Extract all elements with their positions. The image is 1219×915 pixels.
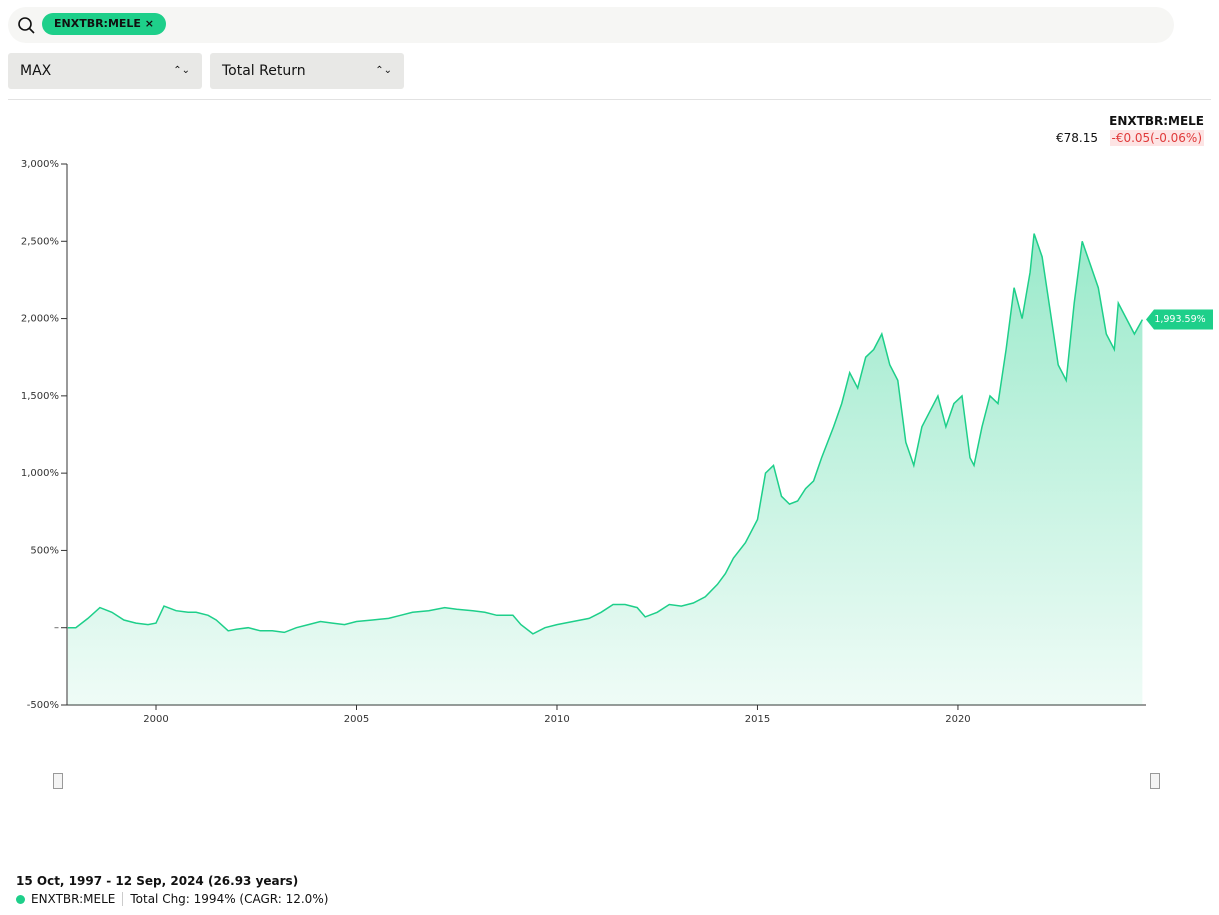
line — [67, 233, 1144, 635]
end-label: 1,993.59% — [1154, 314, 1205, 325]
y-tick-label: 2,000% — [21, 314, 59, 325]
range-text: MAX — [20, 63, 52, 79]
chevron: ⌃⌄ — [173, 65, 190, 76]
y-tick-label: 3,000% — [21, 159, 59, 170]
tag-text: ENXTBR:MELE — [54, 17, 141, 30]
legend-label: ENXTBR:MELE — [31, 892, 116, 906]
x-tick-label: 2020 — [945, 714, 970, 725]
mode-select[interactable]: Total Return ⌃⌄ — [210, 53, 404, 89]
range-handle[interactable] — [1150, 773, 1160, 789]
quote-price: €78.15 — [1056, 131, 1098, 145]
period: 15 Oct, 1997 - 12 Sep, 2024 (26.93 years… — [16, 874, 299, 888]
end-label-bg — [1146, 309, 1213, 330]
divider — [8, 99, 1211, 100]
y-tick-label: 1,500% — [21, 391, 59, 402]
y-tick-label: -500% — [27, 700, 59, 711]
y-tick-label: 2,500% — [21, 236, 59, 247]
x-tick-label: 2010 — [544, 714, 569, 725]
legend-stats: Total Chg: 1994% (CAGR: 12.0%) — [122, 892, 328, 906]
search-icon — [18, 17, 35, 34]
range-select[interactable]: MAX ⌃⌄ — [8, 53, 202, 89]
symbol-tag[interactable]: ENXTBR:MELE × — [42, 13, 167, 35]
range-handle[interactable] — [53, 773, 63, 789]
quote-change: -€0.05(-0.06%) — [1109, 130, 1204, 146]
legend-dot — [16, 894, 25, 904]
x-tick-label: 2015 — [745, 714, 770, 725]
mode-text: Total Return — [222, 63, 306, 79]
x-tick-label: 2000 — [143, 714, 168, 725]
legend: ENXTBR:MELE Total Chg: 1994% (CAGR: 12.0… — [16, 892, 328, 906]
tag-close[interactable]: × — [144, 17, 155, 30]
quote-symbol: ENXTBR:MELE — [1109, 114, 1204, 128]
chevron: ⌃⌄ — [375, 65, 392, 76]
x-tick-label: 2005 — [344, 714, 369, 725]
y-tick-label: 500% — [30, 545, 59, 556]
area — [67, 233, 1143, 705]
search-bar[interactable]: ENXTBR:MELE × — [8, 7, 1174, 43]
y-tick-label: 1,000% — [21, 468, 59, 479]
y-tick-label: – — [54, 623, 59, 634]
